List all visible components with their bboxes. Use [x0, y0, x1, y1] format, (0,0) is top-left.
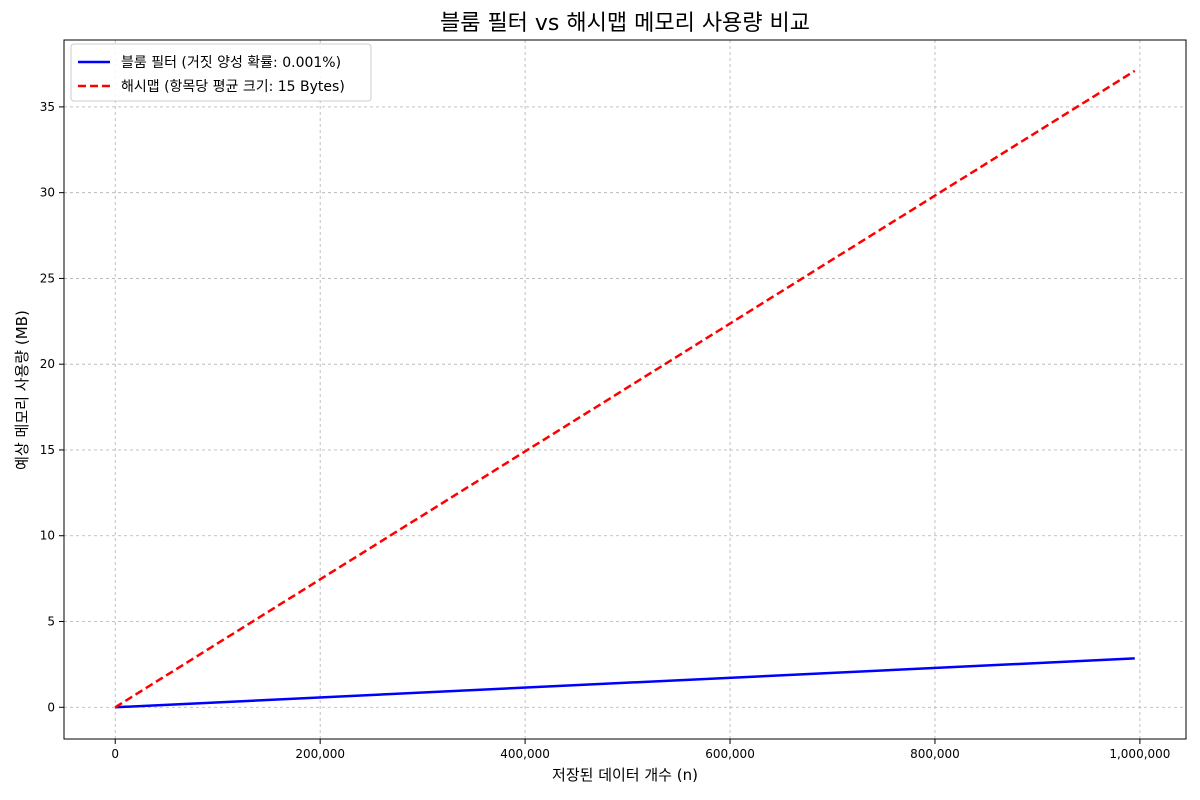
y-tick-label: 15 — [40, 443, 55, 457]
y-tick-label: 20 — [40, 357, 55, 371]
chart-title: 블룸 필터 vs 해시맵 메모리 사용량 비교 — [440, 11, 810, 36]
legend: 블룸 필터 (거짓 양성 확률: 0.001%) 해시맵 (항목당 평균 크기:… — [70, 43, 372, 102]
legend-box — [70, 43, 372, 102]
y-tick-label: 5 — [47, 614, 55, 628]
x-tick-label: 400,000 — [500, 747, 550, 761]
y-axis-label: 예상 메모리 사용량 (MB) — [13, 310, 31, 470]
x-axis-label: 저장된 데이터 개수 (n) — [552, 766, 698, 784]
series-group — [114, 69, 1136, 709]
series-line-bloom-filter — [115, 657, 1135, 709]
x-tick-label: 1,000,000 — [1109, 747, 1170, 761]
y-tick-label: 10 — [40, 529, 55, 543]
legend-label-hashmap: 해시맵 (항목당 평균 크기: 15 Bytes) — [121, 79, 345, 95]
grid — [64, 40, 1186, 739]
y-axis-ticks: 0 5 10 15 20 25 30 35 — [40, 100, 64, 714]
y-tick-label: 30 — [40, 186, 55, 200]
y-tick-label: 35 — [40, 100, 55, 114]
x-tick-label: 800,000 — [910, 747, 960, 761]
y-tick-label: 25 — [40, 271, 55, 285]
plot-frame — [63, 39, 1187, 740]
legend-label-bloom: 블룸 필터 (거짓 양성 확률: 0.001%) — [121, 55, 341, 71]
x-tick-label: 0 — [111, 747, 119, 761]
y-tick-label: 0 — [47, 700, 55, 714]
x-axis-ticks: 0 200,000 400,000 600,000 800,000 1,000,000 — [111, 739, 1170, 761]
x-tick-label: 200,000 — [295, 747, 345, 761]
x-tick-label: 600,000 — [705, 747, 755, 761]
series-line-hashmap — [114, 69, 1136, 709]
